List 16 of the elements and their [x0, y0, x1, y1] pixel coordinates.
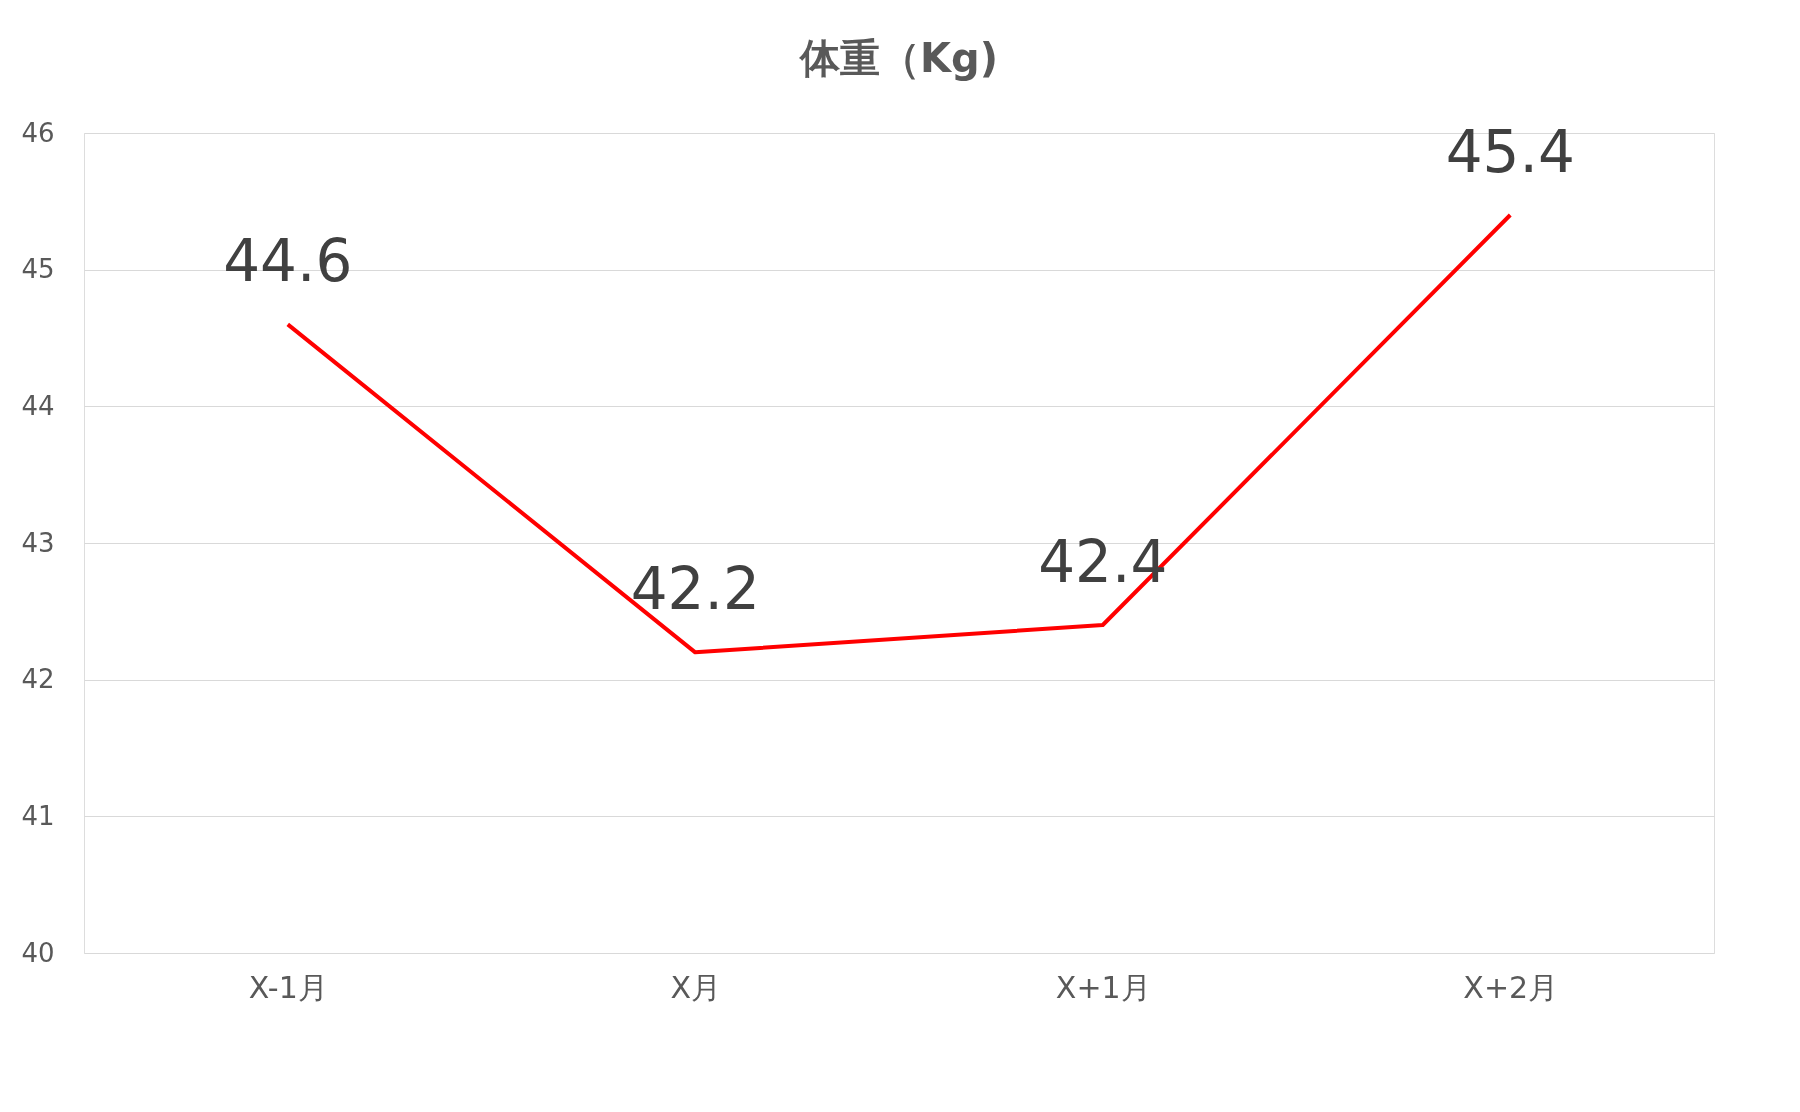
y-tick-label: 46: [21, 117, 55, 148]
data-label: 44.6: [223, 227, 353, 296]
y-tick-label: 41: [21, 800, 55, 831]
data-label: 45.4: [1445, 118, 1575, 186]
x-tick-label: X+2月: [1463, 969, 1559, 1005]
y-tick-label: 44: [21, 390, 55, 421]
y-tick-label: 42: [21, 664, 55, 695]
x-tick-label: X月: [670, 969, 722, 1005]
x-tick-label: X-1月: [248, 969, 328, 1005]
chart-title: 体重（Kg): [798, 35, 998, 81]
data-label: 42.4: [1038, 528, 1168, 596]
y-tick-label: 43: [21, 527, 55, 558]
x-tick-label: X+1月: [1055, 969, 1151, 1005]
data-label: 42.2: [630, 555, 760, 624]
y-tick-label: 40: [21, 937, 55, 968]
y-tick-label: 45: [21, 254, 55, 285]
